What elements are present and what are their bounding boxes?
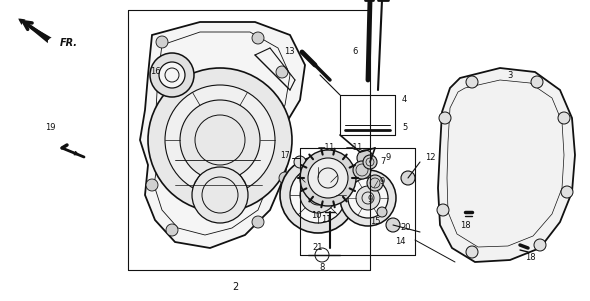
Text: 19: 19 [45,123,55,132]
Text: 3: 3 [507,70,513,79]
Circle shape [280,157,356,233]
Text: 9: 9 [385,154,390,163]
Text: 5: 5 [402,123,407,132]
Circle shape [356,186,380,210]
Circle shape [300,150,356,206]
Polygon shape [438,68,575,262]
Polygon shape [140,22,305,248]
Circle shape [300,177,336,213]
Text: 6: 6 [353,48,358,57]
Circle shape [561,186,573,198]
Text: 12: 12 [425,154,435,163]
Circle shape [367,175,383,191]
Circle shape [437,204,449,216]
Text: 20: 20 [401,224,411,232]
Circle shape [252,216,264,228]
Text: 17: 17 [280,150,290,160]
Text: 18: 18 [460,222,470,231]
Circle shape [294,156,306,168]
Text: 15: 15 [370,218,380,226]
Text: 9: 9 [380,178,385,187]
Text: 13: 13 [284,48,295,57]
Text: 2: 2 [232,282,238,292]
Circle shape [159,62,185,88]
Circle shape [439,112,451,124]
Circle shape [466,246,478,258]
Circle shape [386,218,400,232]
Text: 4: 4 [402,95,407,104]
Circle shape [531,76,543,88]
Text: 7: 7 [380,157,385,166]
Circle shape [308,158,348,198]
Text: 11: 11 [321,216,331,225]
Text: 8: 8 [319,263,324,272]
Circle shape [401,171,415,185]
Text: 16: 16 [150,67,160,76]
Circle shape [290,167,346,223]
Circle shape [363,155,377,169]
Circle shape [348,178,388,218]
Circle shape [377,207,387,217]
Circle shape [150,53,194,97]
Circle shape [252,32,264,44]
Text: —11: —11 [346,144,363,153]
Circle shape [558,112,570,124]
Circle shape [357,150,373,166]
Text: 21: 21 [313,243,323,252]
Circle shape [340,170,396,226]
Text: 14: 14 [395,237,405,247]
Circle shape [466,76,478,88]
Circle shape [148,68,292,212]
Text: —11: —11 [318,144,335,153]
Circle shape [534,239,546,251]
Circle shape [192,167,248,223]
Circle shape [353,161,371,179]
Circle shape [146,179,158,191]
Circle shape [279,172,291,184]
Circle shape [166,224,178,236]
Text: FR.: FR. [60,38,78,48]
Circle shape [165,85,275,195]
Circle shape [180,100,260,180]
Text: 18: 18 [525,253,535,262]
Text: 9: 9 [368,196,373,204]
Text: 10: 10 [312,210,322,219]
Circle shape [156,36,168,48]
Circle shape [276,66,288,78]
